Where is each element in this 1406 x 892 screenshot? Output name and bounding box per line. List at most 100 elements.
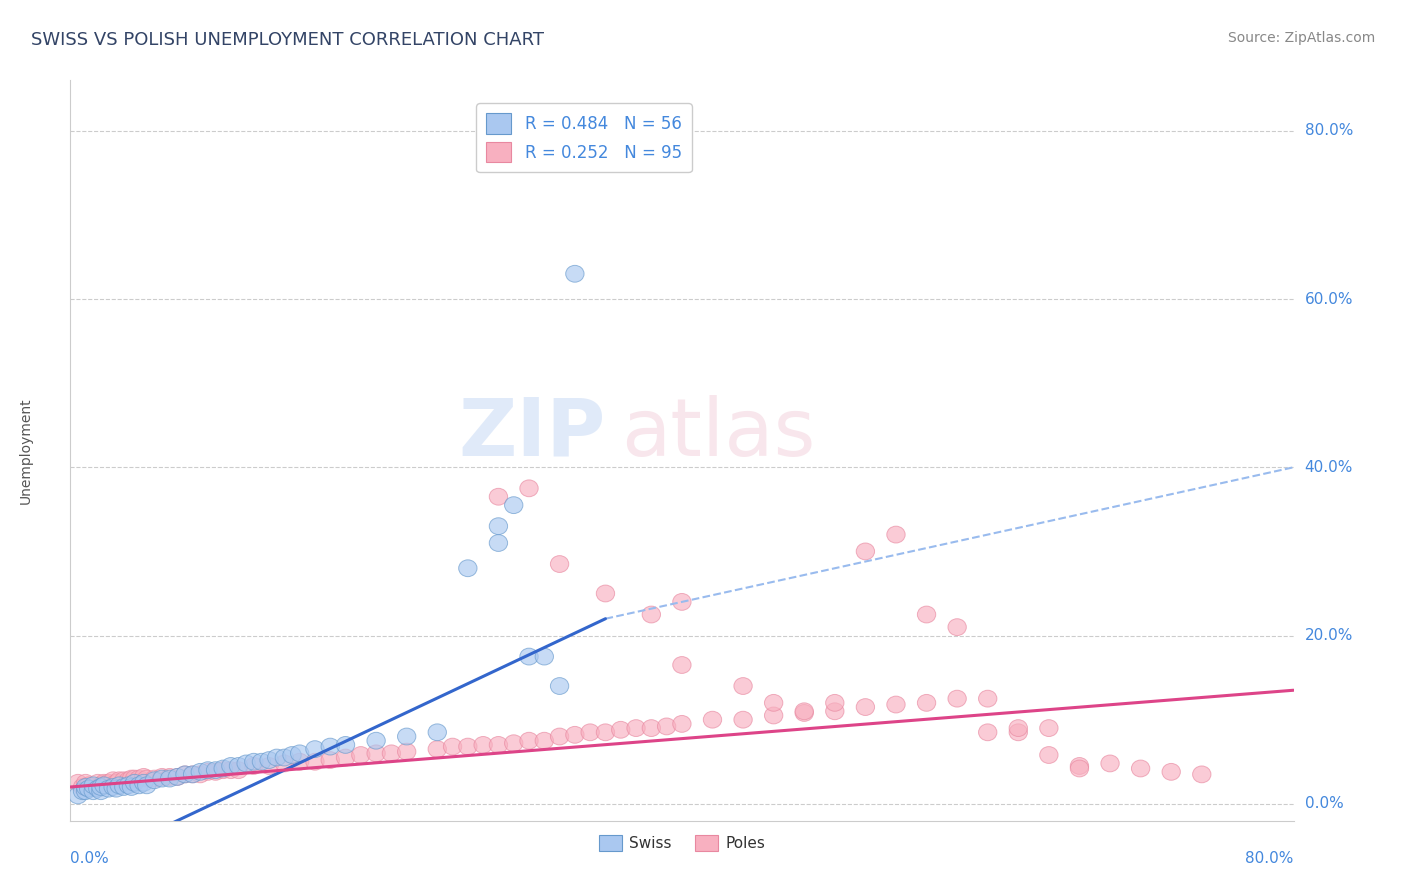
- Ellipse shape: [191, 766, 209, 783]
- Ellipse shape: [765, 707, 783, 724]
- Ellipse shape: [536, 648, 554, 665]
- Ellipse shape: [94, 777, 112, 794]
- Ellipse shape: [382, 745, 401, 762]
- Ellipse shape: [794, 703, 814, 720]
- Ellipse shape: [672, 593, 692, 610]
- Ellipse shape: [283, 747, 301, 764]
- Ellipse shape: [550, 556, 569, 573]
- Ellipse shape: [107, 774, 125, 791]
- Ellipse shape: [398, 728, 416, 745]
- Ellipse shape: [1010, 720, 1028, 737]
- Ellipse shape: [76, 783, 94, 799]
- Ellipse shape: [245, 757, 263, 774]
- Ellipse shape: [222, 757, 240, 774]
- Text: 0.0%: 0.0%: [70, 851, 110, 866]
- Ellipse shape: [979, 690, 997, 707]
- Ellipse shape: [80, 780, 98, 797]
- Ellipse shape: [703, 711, 721, 728]
- Ellipse shape: [122, 779, 141, 796]
- Ellipse shape: [643, 720, 661, 737]
- Ellipse shape: [458, 560, 477, 576]
- Ellipse shape: [191, 764, 209, 780]
- Ellipse shape: [76, 774, 94, 791]
- Ellipse shape: [276, 749, 294, 766]
- Ellipse shape: [107, 780, 125, 797]
- Ellipse shape: [214, 760, 232, 777]
- Text: 80.0%: 80.0%: [1246, 851, 1294, 866]
- Ellipse shape: [581, 724, 599, 740]
- Text: Source: ZipAtlas.com: Source: ZipAtlas.com: [1227, 31, 1375, 45]
- Ellipse shape: [69, 787, 87, 804]
- Ellipse shape: [276, 755, 294, 772]
- Ellipse shape: [160, 769, 179, 785]
- Ellipse shape: [260, 752, 278, 769]
- Ellipse shape: [120, 777, 138, 794]
- Ellipse shape: [129, 770, 148, 787]
- Ellipse shape: [474, 737, 492, 754]
- Ellipse shape: [122, 770, 141, 787]
- Ellipse shape: [135, 774, 153, 791]
- Ellipse shape: [214, 762, 232, 779]
- Ellipse shape: [91, 783, 110, 799]
- Ellipse shape: [672, 715, 692, 732]
- Ellipse shape: [672, 657, 692, 673]
- Ellipse shape: [398, 743, 416, 760]
- Ellipse shape: [336, 749, 354, 766]
- Ellipse shape: [321, 739, 339, 755]
- Ellipse shape: [489, 488, 508, 505]
- Ellipse shape: [536, 732, 554, 749]
- Ellipse shape: [115, 772, 134, 789]
- Ellipse shape: [291, 754, 309, 770]
- Ellipse shape: [138, 777, 156, 794]
- Ellipse shape: [91, 779, 110, 796]
- Legend: Swiss, Poles: Swiss, Poles: [592, 830, 772, 857]
- Ellipse shape: [948, 690, 966, 707]
- Text: ZIP: ZIP: [458, 394, 606, 473]
- Ellipse shape: [1192, 766, 1211, 783]
- Ellipse shape: [145, 770, 163, 787]
- Ellipse shape: [207, 764, 225, 780]
- Ellipse shape: [89, 780, 107, 797]
- Ellipse shape: [198, 762, 217, 779]
- Ellipse shape: [1101, 755, 1119, 772]
- Ellipse shape: [305, 740, 325, 757]
- Ellipse shape: [1010, 724, 1028, 740]
- Ellipse shape: [238, 755, 256, 772]
- Ellipse shape: [267, 749, 285, 766]
- Ellipse shape: [856, 543, 875, 560]
- Ellipse shape: [825, 695, 844, 711]
- Ellipse shape: [458, 739, 477, 755]
- Ellipse shape: [367, 732, 385, 749]
- Ellipse shape: [291, 745, 309, 762]
- Ellipse shape: [100, 774, 118, 791]
- Ellipse shape: [110, 777, 128, 794]
- Ellipse shape: [73, 779, 91, 796]
- Ellipse shape: [1070, 757, 1088, 774]
- Ellipse shape: [321, 752, 339, 769]
- Ellipse shape: [1039, 747, 1059, 764]
- Ellipse shape: [627, 720, 645, 737]
- Ellipse shape: [91, 777, 110, 794]
- Ellipse shape: [100, 780, 118, 797]
- Ellipse shape: [520, 732, 538, 749]
- Ellipse shape: [565, 726, 583, 743]
- Ellipse shape: [979, 724, 997, 740]
- Ellipse shape: [94, 774, 112, 791]
- Ellipse shape: [69, 774, 87, 791]
- Ellipse shape: [734, 711, 752, 728]
- Ellipse shape: [198, 764, 217, 780]
- Text: Unemployment: Unemployment: [18, 397, 32, 504]
- Ellipse shape: [138, 770, 156, 787]
- Ellipse shape: [76, 779, 94, 796]
- Ellipse shape: [443, 739, 461, 755]
- Ellipse shape: [125, 774, 143, 791]
- Ellipse shape: [252, 754, 270, 770]
- Ellipse shape: [643, 606, 661, 623]
- Ellipse shape: [596, 585, 614, 602]
- Ellipse shape: [169, 769, 187, 785]
- Ellipse shape: [145, 772, 163, 789]
- Ellipse shape: [596, 724, 614, 740]
- Ellipse shape: [658, 718, 676, 735]
- Text: 40.0%: 40.0%: [1305, 459, 1353, 475]
- Ellipse shape: [505, 735, 523, 752]
